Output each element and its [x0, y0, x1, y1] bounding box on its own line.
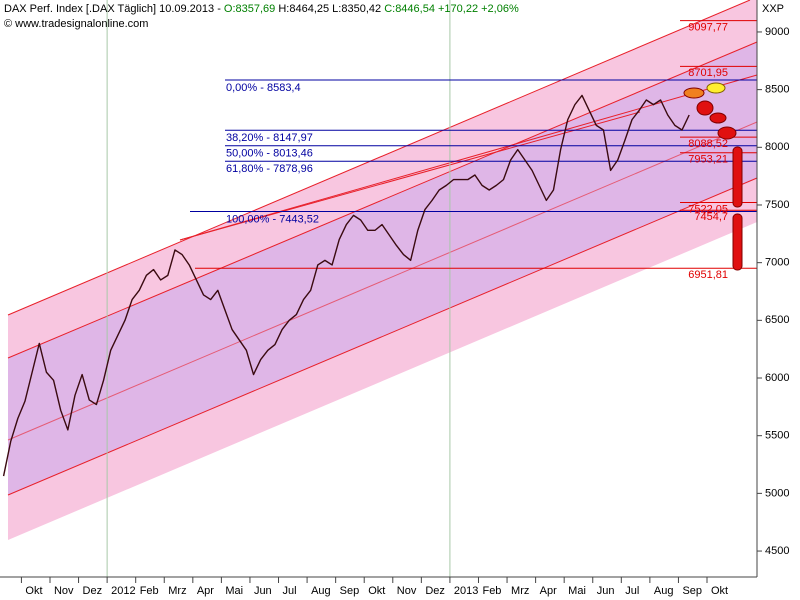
fib-label: 0,00% - 8583,4: [226, 82, 301, 94]
x-tick-label: Dez: [83, 585, 103, 597]
fib-label: 50,00% - 8013,46: [226, 148, 313, 160]
y-tick-label: 8000: [765, 141, 789, 153]
x-tick-label: Okt: [711, 585, 728, 597]
fib-label: 100,00% - 7443,52: [226, 213, 319, 225]
markers: [683, 82, 743, 271]
x-tick-label: Jun: [254, 585, 272, 597]
x-tick-label: Sep: [682, 585, 702, 597]
y-tick-label: 8500: [765, 84, 789, 96]
channel-line: [7, 0, 751, 316]
x-tick-label: Jun: [597, 585, 615, 597]
channel-line: [7, 41, 758, 359]
y-tick-label: 7500: [765, 199, 789, 211]
y-tick-label: 9000: [765, 26, 789, 38]
x-tick-label: 2013: [454, 585, 478, 597]
quote-high-low: H:8464,25 L:8350,42: [278, 3, 381, 15]
x-tick-label: Okt: [368, 585, 385, 597]
level-label: 6951,81: [688, 269, 728, 281]
level-label: 7522,05: [688, 203, 728, 215]
y-tick-label: 5000: [765, 487, 789, 499]
x-tick-label: Feb: [140, 585, 159, 597]
level-label: 7454,7: [694, 211, 728, 223]
marker: [717, 126, 737, 140]
fib-label: 61,80% - 7878,96: [226, 163, 313, 175]
x-tick-label: Apr: [197, 585, 214, 597]
x-tick-label: Aug: [654, 585, 674, 597]
quote-open: O:8357,69: [224, 3, 275, 15]
trend-line: [179, 111, 641, 241]
subtitle: © www.tradesignalonline.com: [4, 18, 148, 30]
chart-title: DAX Perf. Index [.DAX Täglich] 10.09.201…: [4, 3, 221, 15]
x-tick-label: Nov: [397, 585, 417, 597]
x-tick-label: Mrz: [168, 585, 186, 597]
x-tick-label: Aug: [311, 585, 331, 597]
level-label: 8701,95: [688, 67, 728, 79]
level-label: 7953,21: [688, 154, 728, 166]
trend-line: [179, 74, 758, 241]
x-tick-label: Feb: [482, 585, 501, 597]
price-line: [2, 94, 690, 477]
range-bar: [732, 213, 743, 271]
marker: [709, 112, 727, 124]
x-tick-label: Jul: [283, 585, 297, 597]
marker: [706, 82, 726, 94]
x-tick-label: Sep: [340, 585, 360, 597]
x-tick-label: Nov: [54, 585, 74, 597]
y-axis-label: XXP: [762, 3, 784, 15]
level-label: 8088,52: [688, 138, 728, 150]
y-tick-label: 6500: [765, 314, 789, 326]
channel-line: [7, 177, 758, 496]
channel-line: [7, 121, 758, 441]
level-label: 9097,77: [688, 22, 728, 34]
quote-close: C:8446,54 +170,22 +2,06%: [384, 3, 519, 15]
range-bar: [732, 146, 743, 208]
header: DAX Perf. Index [.DAX Täglich] 10.09.201…: [4, 3, 519, 15]
x-tick-label: Dez: [425, 585, 445, 597]
y-tick-label: 7000: [765, 257, 789, 269]
x-tick-label: Apr: [540, 585, 557, 597]
marker: [683, 87, 705, 99]
x-tick-label: Okt: [25, 585, 42, 597]
y-tick-label: 6000: [765, 372, 789, 384]
x-tick-label: 2012: [111, 585, 135, 597]
plot: 0,00% - 8583,4 38,20% - 8147,97 50,00% - 8…: [2, 0, 757, 577]
x-tick-label: Mrz: [511, 585, 529, 597]
y-tick-label: 4500: [765, 545, 789, 557]
marker: [696, 100, 714, 116]
fib-label: 38,20% - 8147,97: [226, 132, 313, 144]
x-tick-label: Mai: [225, 585, 243, 597]
x-tick-label: Jul: [625, 585, 639, 597]
y-tick-label: 5500: [765, 430, 789, 442]
x-tick-label: Mai: [568, 585, 586, 597]
